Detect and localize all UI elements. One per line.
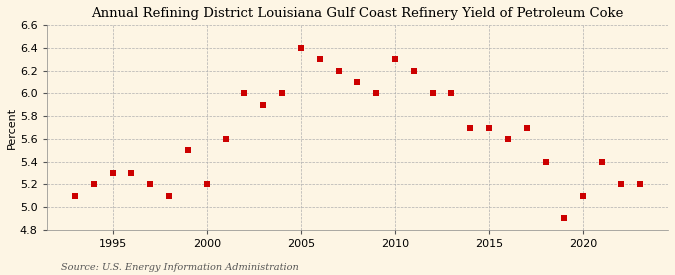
Point <box>634 182 645 186</box>
Point <box>352 80 362 84</box>
Title: Annual Refining District Louisiana Gulf Coast Refinery Yield of Petroleum Coke: Annual Refining District Louisiana Gulf … <box>91 7 624 20</box>
Point <box>597 160 608 164</box>
Point <box>258 103 269 107</box>
Y-axis label: Percent: Percent <box>7 106 17 148</box>
Point <box>70 194 80 198</box>
Point <box>239 91 250 96</box>
Point <box>503 137 514 141</box>
Point <box>389 57 400 62</box>
Point <box>371 91 381 96</box>
Point <box>578 194 589 198</box>
Point <box>315 57 325 62</box>
Point <box>277 91 288 96</box>
Point <box>484 125 495 130</box>
Point <box>408 68 419 73</box>
Point <box>182 148 193 152</box>
Point <box>201 182 212 186</box>
Point <box>521 125 532 130</box>
Point <box>446 91 457 96</box>
Point <box>107 171 118 175</box>
Point <box>163 194 174 198</box>
Text: Source: U.S. Energy Information Administration: Source: U.S. Energy Information Administ… <box>61 263 298 272</box>
Point <box>333 68 344 73</box>
Point <box>465 125 476 130</box>
Point <box>145 182 156 186</box>
Point <box>88 182 99 186</box>
Point <box>126 171 137 175</box>
Point <box>540 160 551 164</box>
Point <box>616 182 626 186</box>
Point <box>427 91 438 96</box>
Point <box>220 137 231 141</box>
Point <box>296 46 306 50</box>
Point <box>559 216 570 221</box>
